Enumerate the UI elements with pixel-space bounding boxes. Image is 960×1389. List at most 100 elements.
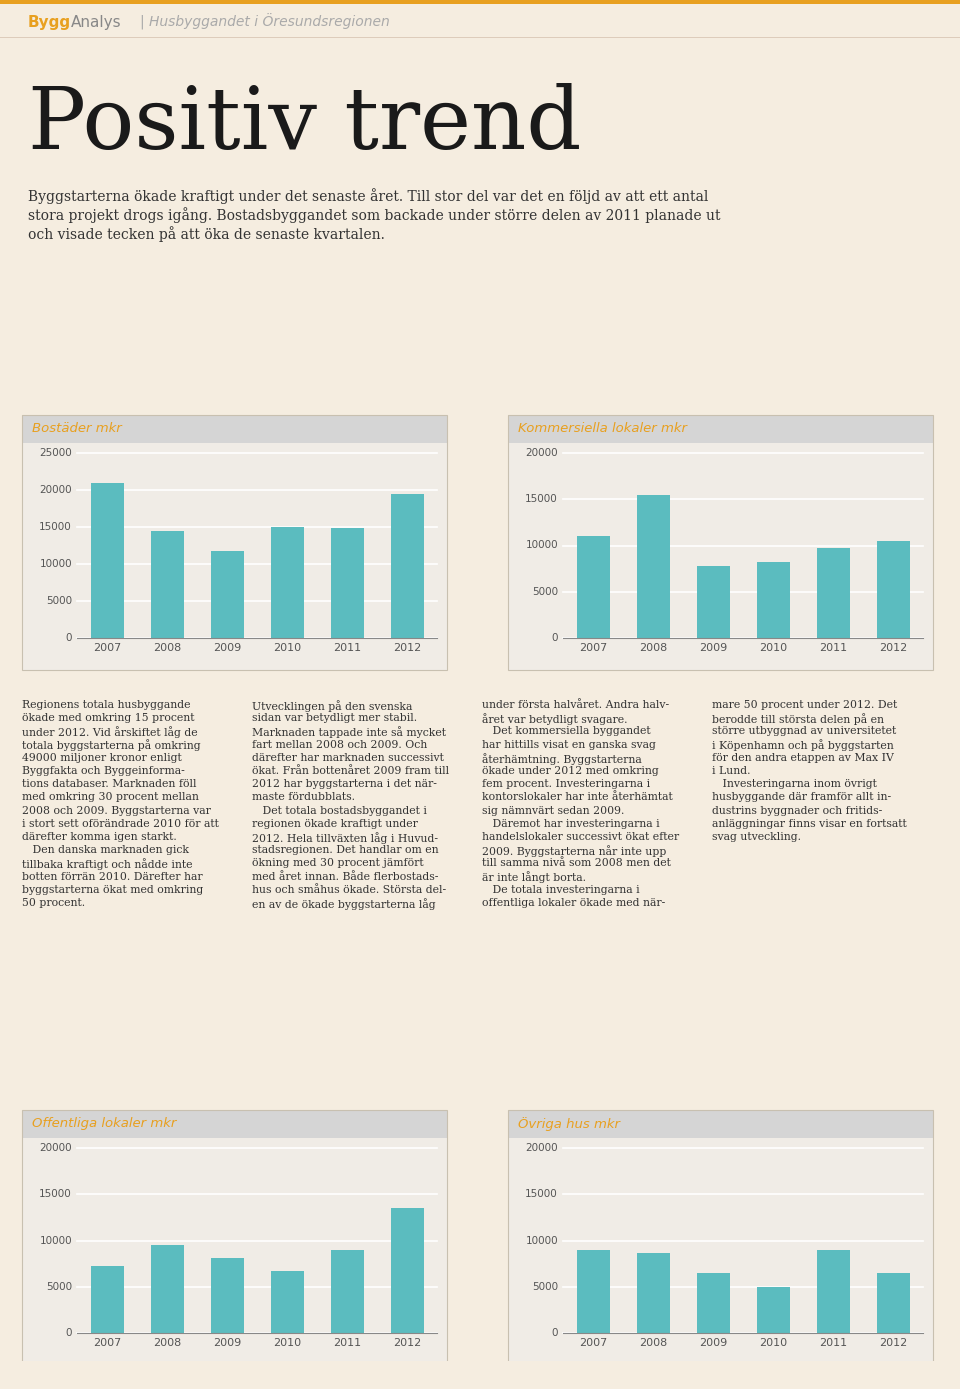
Text: mare 50 procent under 2012. Det: mare 50 procent under 2012. Det: [712, 700, 898, 710]
Bar: [22, 1110, 447, 1365]
Bar: [508, 1138, 933, 1365]
Bar: [0, 0, 960, 4]
Text: 0: 0: [551, 1328, 558, 1338]
Text: 2008: 2008: [153, 1338, 181, 1347]
Text: under första halvåret. Andra halv-: under första halvåret. Andra halv-: [482, 700, 669, 710]
Text: www.: www.: [50, 1368, 82, 1382]
Text: 20000: 20000: [525, 449, 558, 458]
Bar: [151, 531, 183, 638]
Text: för den andra etappen av Max IV: för den andra etappen av Max IV: [712, 753, 894, 763]
Text: | Husbyggandet i Öresundsregionen: | Husbyggandet i Öresundsregionen: [140, 14, 390, 31]
Bar: [756, 563, 789, 638]
Text: 15000: 15000: [39, 1189, 72, 1199]
Bar: [508, 1110, 933, 1138]
Text: byggfakta: byggfakta: [80, 1368, 148, 1382]
Text: totala byggstarterna på omkring: totala byggstarterna på omkring: [22, 739, 201, 751]
Text: 0: 0: [551, 633, 558, 643]
Text: berodde till största delen på en: berodde till största delen på en: [712, 713, 884, 725]
Bar: [391, 493, 423, 638]
Bar: [508, 415, 933, 443]
Text: 10000: 10000: [39, 558, 72, 569]
Text: Byggfakta och Byggeinforma-: Byggfakta och Byggeinforma-: [22, 765, 184, 776]
Text: handelslokaler successivt ökat efter: handelslokaler successivt ökat efter: [482, 832, 679, 842]
Text: ökat. Från bottenåret 2009 fram till: ökat. Från bottenåret 2009 fram till: [252, 765, 449, 776]
Bar: [876, 540, 909, 638]
Text: sig nämnvärt sedan 2009.: sig nämnvärt sedan 2009.: [482, 806, 624, 815]
Text: till samma nivå som 2008 men det: till samma nivå som 2008 men det: [482, 858, 671, 868]
Text: tillbaka kraftigt och nådde inte: tillbaka kraftigt och nådde inte: [22, 858, 193, 871]
Text: Övriga hus mkr: Övriga hus mkr: [518, 1117, 620, 1131]
Bar: [151, 1245, 183, 1333]
Text: 2012 har byggstarterna i det när-: 2012 har byggstarterna i det när-: [252, 779, 437, 789]
Bar: [391, 1208, 423, 1333]
Bar: [22, 1110, 447, 1138]
Text: stadsregionen. Det handlar om en: stadsregionen. Det handlar om en: [252, 845, 439, 856]
Text: dustrins byggnader och fritids-: dustrins byggnader och fritids-: [712, 806, 882, 815]
Text: Det totala bostadsbyggandet i: Det totala bostadsbyggandet i: [252, 806, 427, 815]
Text: 2010: 2010: [759, 643, 787, 653]
Text: 2008: 2008: [638, 643, 667, 653]
Bar: [330, 528, 364, 638]
Text: regionen ökade kraftigt under: regionen ökade kraftigt under: [252, 818, 418, 829]
Text: återhämtning. Byggstarterna: återhämtning. Byggstarterna: [482, 753, 641, 764]
Text: 5000: 5000: [532, 586, 558, 597]
Text: Offentliga lokaler mkr: Offentliga lokaler mkr: [32, 1118, 177, 1131]
Text: 50 procent.: 50 procent.: [22, 899, 85, 908]
Text: anläggningar finns visar en fortsatt: anläggningar finns visar en fortsatt: [712, 818, 907, 829]
Bar: [90, 1267, 124, 1333]
Text: 15000: 15000: [525, 494, 558, 504]
Bar: [210, 1258, 244, 1333]
Text: 2009: 2009: [699, 1338, 727, 1347]
Text: 32: 32: [28, 1368, 43, 1382]
Text: husbyggande där framför allt in-: husbyggande där framför allt in-: [712, 792, 891, 803]
Text: 2011: 2011: [819, 1338, 847, 1347]
Text: större utbyggnad av universitetet: större utbyggnad av universitetet: [712, 726, 897, 736]
Text: fart mellan 2008 och 2009. Och: fart mellan 2008 och 2009. Och: [252, 739, 427, 750]
Bar: [876, 1272, 909, 1333]
Text: 2007: 2007: [93, 643, 121, 653]
Text: 2012. Hela tillväxten låg i Huvud-: 2012. Hela tillväxten låg i Huvud-: [252, 832, 438, 845]
Bar: [22, 443, 447, 669]
Text: 15000: 15000: [525, 1189, 558, 1199]
Text: Investeringarna inom övrigt: Investeringarna inom övrigt: [712, 779, 876, 789]
Text: ökning med 30 procent jämfört: ökning med 30 procent jämfört: [252, 858, 423, 868]
Text: Den danska marknaden gick: Den danska marknaden gick: [22, 845, 189, 856]
Bar: [271, 526, 303, 638]
Text: svag utveckling.: svag utveckling.: [712, 832, 801, 842]
Bar: [90, 482, 124, 638]
Bar: [508, 1110, 933, 1365]
Text: i stort sett oförändrade 2010 för att: i stort sett oförändrade 2010 för att: [22, 818, 219, 829]
Text: 2009: 2009: [213, 643, 241, 653]
Bar: [210, 551, 244, 638]
Text: är inte långt borta.: är inte långt borta.: [482, 872, 586, 883]
Bar: [271, 1271, 303, 1333]
Text: Bostäder mkr: Bostäder mkr: [32, 422, 122, 436]
Text: med omkring 30 procent mellan: med omkring 30 procent mellan: [22, 792, 199, 803]
Text: 2008: 2008: [153, 643, 181, 653]
Text: Kommersiella lokaler mkr: Kommersiella lokaler mkr: [518, 422, 687, 436]
Text: ökade med omkring 15 procent: ökade med omkring 15 procent: [22, 713, 195, 724]
Bar: [697, 1272, 730, 1333]
Text: hus och småhus ökade. Största del-: hus och småhus ökade. Största del-: [252, 885, 446, 895]
Text: 2007: 2007: [579, 1338, 607, 1347]
Text: därefter har marknaden successivt: därefter har marknaden successivt: [252, 753, 444, 763]
Text: Positiv trend: Positiv trend: [28, 83, 582, 167]
Text: Utvecklingen på den svenska: Utvecklingen på den svenska: [252, 700, 413, 711]
Text: Det kommersiella byggandet: Det kommersiella byggandet: [482, 726, 651, 736]
Bar: [22, 415, 447, 669]
Text: ökade under 2012 med omkring: ökade under 2012 med omkring: [482, 765, 659, 776]
Text: Däremot har investeringarna i: Däremot har investeringarna i: [482, 818, 660, 829]
Text: 10000: 10000: [39, 1235, 72, 1246]
Text: 20000: 20000: [39, 485, 72, 494]
Text: och visade tecken på att öka de senaste kvartalen.: och visade tecken på att öka de senaste …: [28, 226, 385, 242]
Text: 49000 miljoner kronor enligt: 49000 miljoner kronor enligt: [22, 753, 181, 763]
Text: stora projekt drogs igång. Bostadsbyggandet som backade under större delen av 20: stora projekt drogs igång. Bostadsbyggan…: [28, 207, 721, 222]
Text: därefter komma igen starkt.: därefter komma igen starkt.: [22, 832, 177, 842]
Bar: [0, 1361, 960, 1389]
Text: 2011: 2011: [333, 643, 361, 653]
Text: 2011: 2011: [819, 643, 847, 653]
Text: en av de ökade byggstarterna låg: en av de ökade byggstarterna låg: [252, 899, 436, 910]
Bar: [22, 415, 447, 443]
Bar: [508, 443, 933, 669]
Text: 2007: 2007: [579, 643, 607, 653]
